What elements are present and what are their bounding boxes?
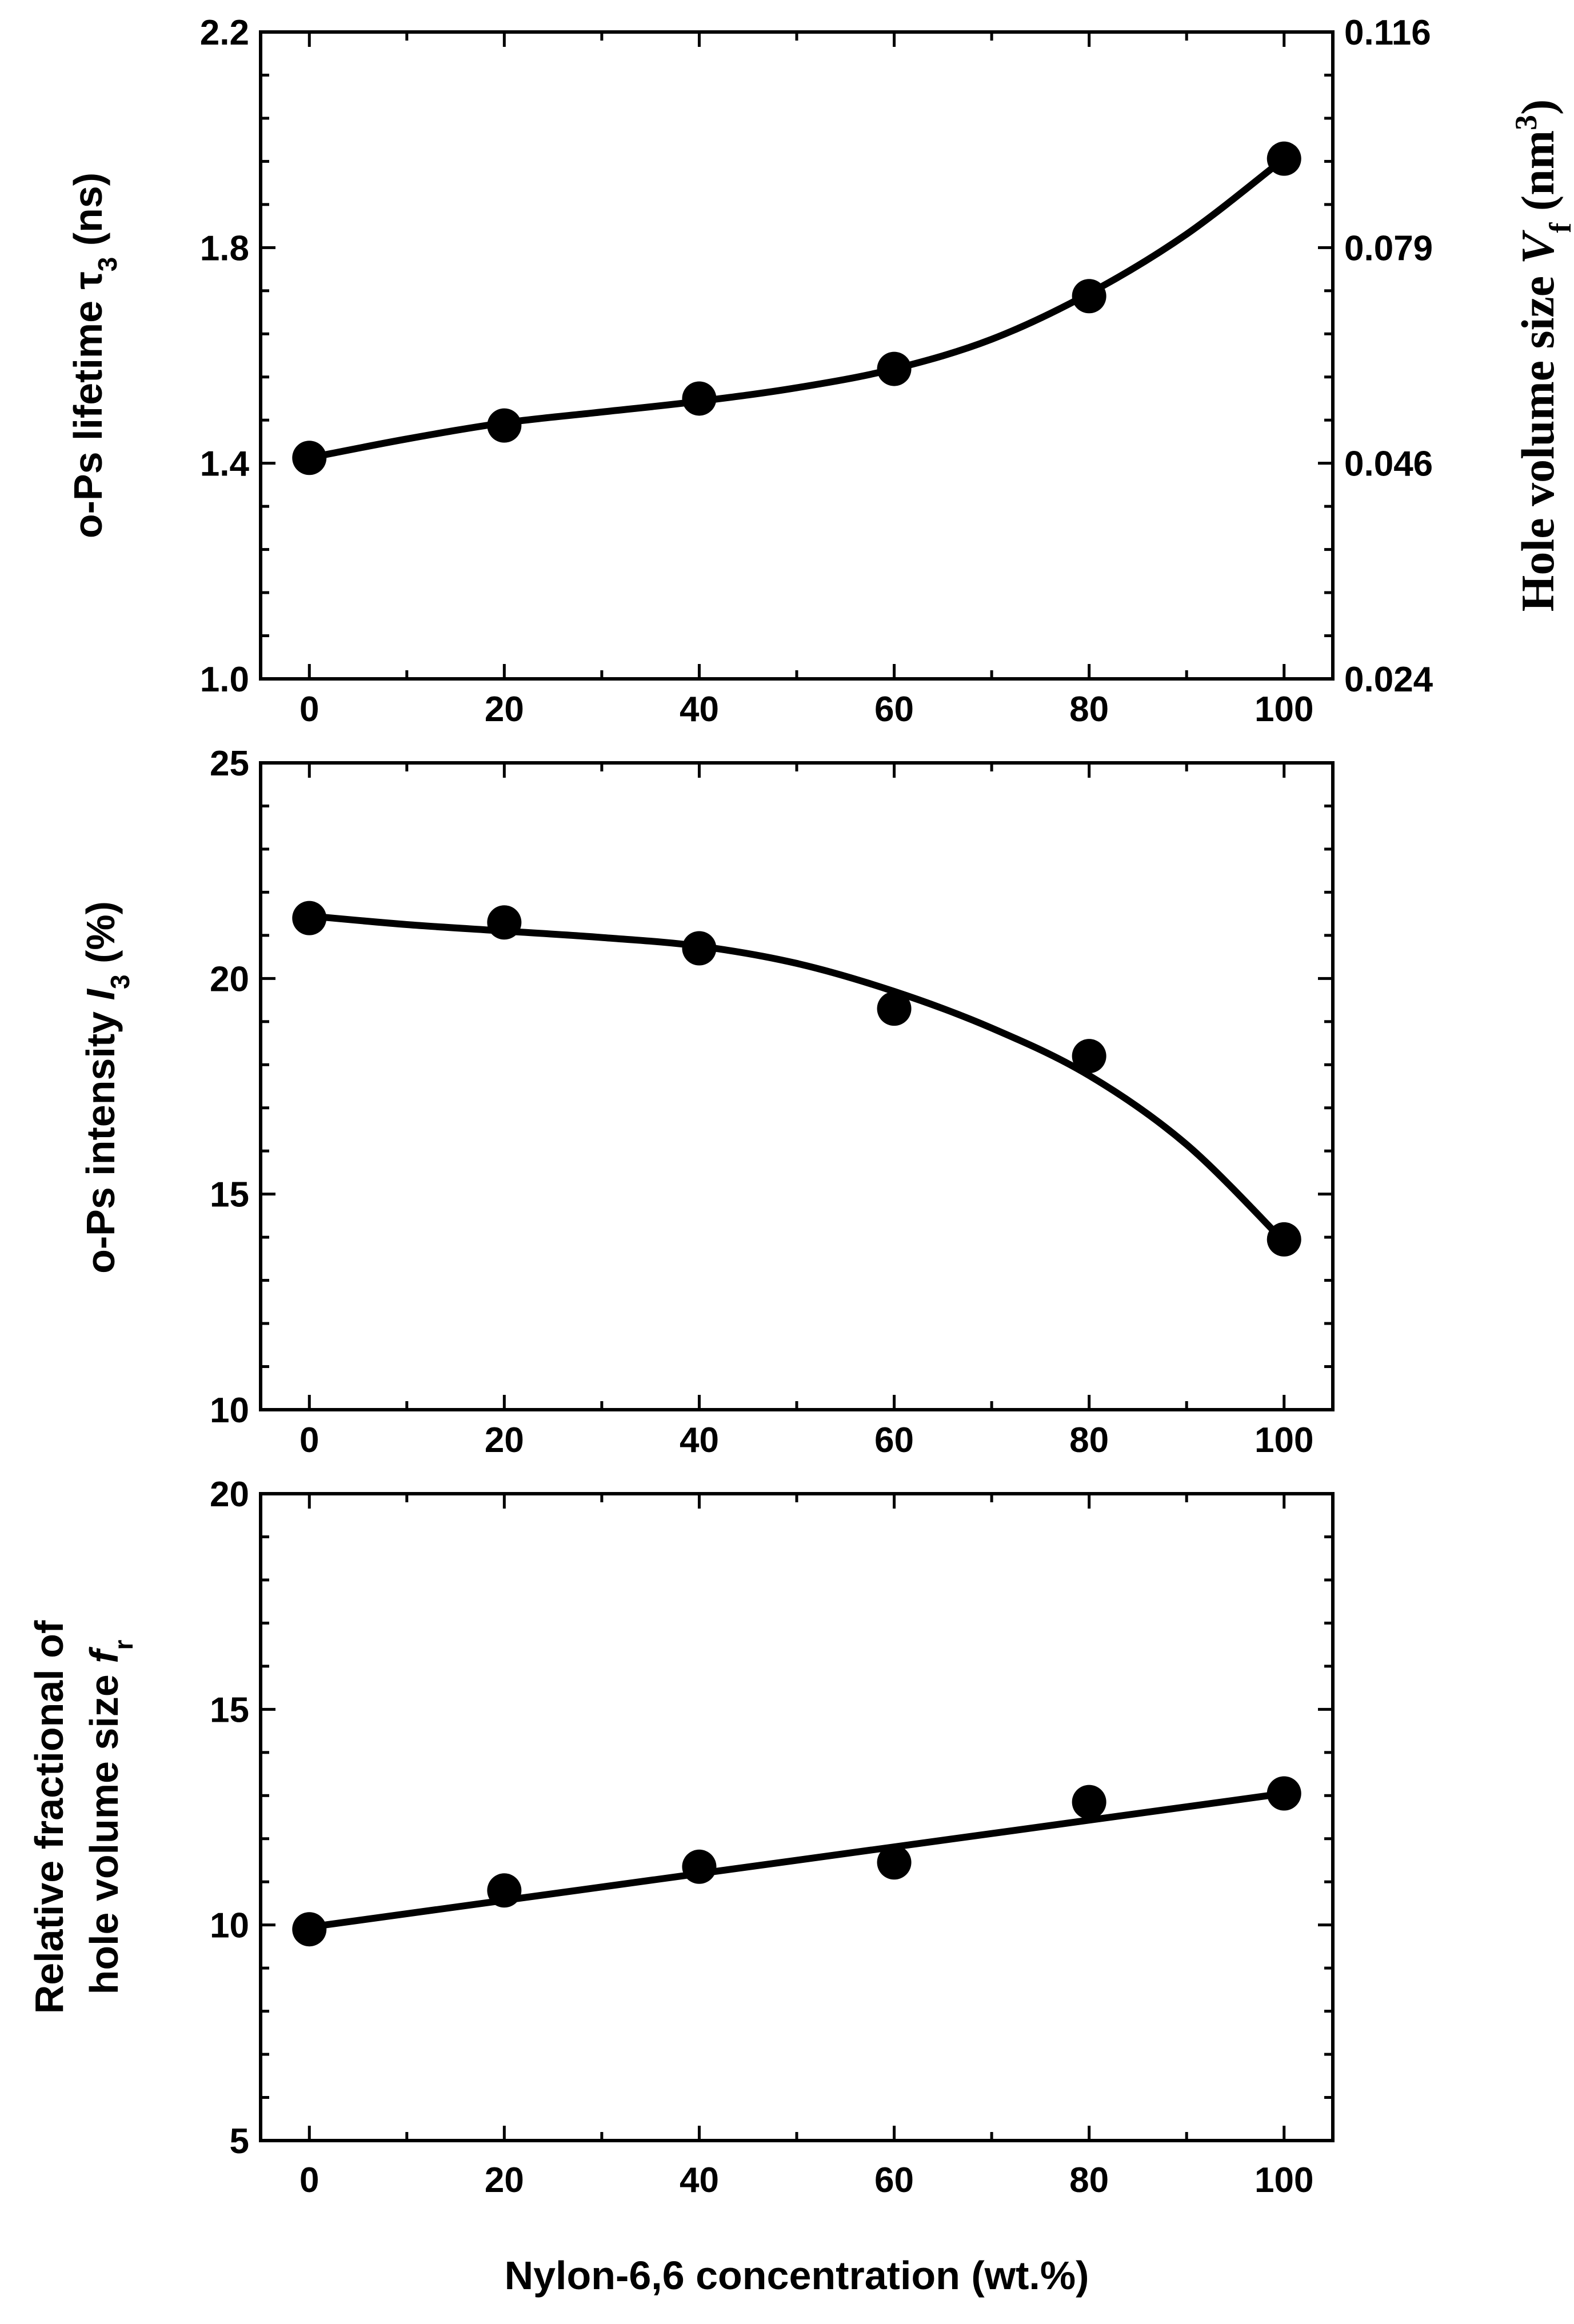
y-axis-title-lifetime: o-Ps lifetime τ3 (ns) — [66, 173, 122, 538]
data-point-lifetime — [877, 351, 912, 386]
data-point-fractional — [487, 1873, 522, 1908]
x-tick-label: 0 — [299, 2161, 319, 2200]
x-tick-label: 100 — [1255, 690, 1313, 729]
y-tick-label: 25 — [210, 744, 249, 783]
x-tick-label: 40 — [680, 690, 719, 729]
fit-curve-intensity — [306, 912, 1288, 1245]
data-point-fractional — [292, 1912, 327, 1947]
data-point-intensity — [1072, 1039, 1106, 1074]
fit-line-fractional — [306, 1790, 1288, 1931]
data-point-fractional — [877, 1845, 912, 1880]
x-tick-label: 20 — [485, 2161, 524, 2200]
x-tick-label: 100 — [1255, 2161, 1313, 2200]
data-point-intensity — [292, 901, 327, 935]
plot-frame-intensity — [259, 761, 1335, 1411]
x-tick-label: 40 — [680, 2161, 719, 2200]
fit-curve-lifetime — [306, 155, 1288, 462]
x-tick-label: 60 — [874, 690, 914, 729]
y-tick-label: 1.8 — [200, 229, 249, 268]
y2-tick-label: 0.024 — [1344, 660, 1433, 699]
y2-tick-label: 0.116 — [1344, 13, 1431, 53]
y2-tick-label: 0.079 — [1344, 229, 1433, 268]
data-point-lifetime — [1072, 279, 1106, 314]
data-point-intensity — [682, 931, 717, 966]
x-tick-label: 20 — [485, 690, 524, 729]
y-tick-label: 20 — [210, 959, 249, 999]
y2-tick-label: 0.046 — [1344, 445, 1433, 484]
y-axis-title-fractional-line2: hole volume size fr — [82, 1639, 138, 1994]
data-point-lifetime — [292, 441, 327, 475]
data-point-lifetime — [487, 408, 522, 443]
x-tick-label: 80 — [1069, 690, 1109, 729]
y-tick-label: 10 — [210, 1391, 249, 1430]
x-tick-label: 80 — [1069, 1421, 1109, 1460]
data-point-intensity — [487, 905, 522, 940]
y-tick-label: 10 — [210, 1906, 249, 1946]
data-point-intensity — [877, 991, 912, 1026]
x-tick-label: 60 — [874, 2161, 914, 2200]
plot-frame-lifetime — [259, 30, 1335, 681]
panel-intensity: 10 15 20 25 0 20 40 60 80 100 o-Ps intensity I3 … — [78, 744, 1335, 1460]
y-tick-label: 2.2 — [200, 13, 249, 53]
x-tick-label: 0 — [299, 1421, 319, 1460]
x-tick-label: 0 — [299, 690, 319, 729]
panel-fractional: 5 10 15 20 0 20 40 60 80 100 Relative fractional… — [27, 1475, 1335, 2200]
y-tick-label: 15 — [210, 1175, 249, 1215]
data-point-fractional — [682, 1849, 717, 1884]
x-tick-label: 60 — [874, 1421, 914, 1460]
x-tick-label: 100 — [1255, 1421, 1313, 1460]
data-point-fractional — [1267, 1776, 1301, 1811]
plot-frame-fractional — [259, 1492, 1335, 2142]
y-tick-label: 1.4 — [200, 445, 250, 484]
y-tick-label: 5 — [230, 2122, 249, 2161]
y-tick-label: 20 — [210, 1475, 249, 1514]
x-tick-label: 40 — [680, 1421, 719, 1460]
data-point-intensity — [1267, 1222, 1301, 1257]
y2-axis-title-hole-volume: Hole volume size Vf (nm3) — [1509, 99, 1574, 612]
y-tick-label: 15 — [210, 1690, 249, 1730]
data-point-lifetime — [1267, 141, 1301, 176]
data-point-lifetime — [682, 381, 717, 416]
x-axis-title: Nylon-6,6 concentration (wt.%) — [505, 2253, 1089, 2298]
data-point-fractional — [1072, 1785, 1106, 1819]
x-tick-label: 20 — [485, 1421, 524, 1460]
x-tick-label: 80 — [1069, 2161, 1109, 2200]
y-tick-label: 1.0 — [200, 660, 249, 699]
y-axis-title-fractional-line1: Relative fractional of — [27, 1620, 71, 2014]
panel-lifetime: 1.0 1.4 1.8 2.2 0.024 0.046 0.079 0.116 0 20 40 6… — [66, 13, 1574, 729]
y-axis-title-intensity: o-Ps intensity I3 (%) — [78, 901, 135, 1274]
